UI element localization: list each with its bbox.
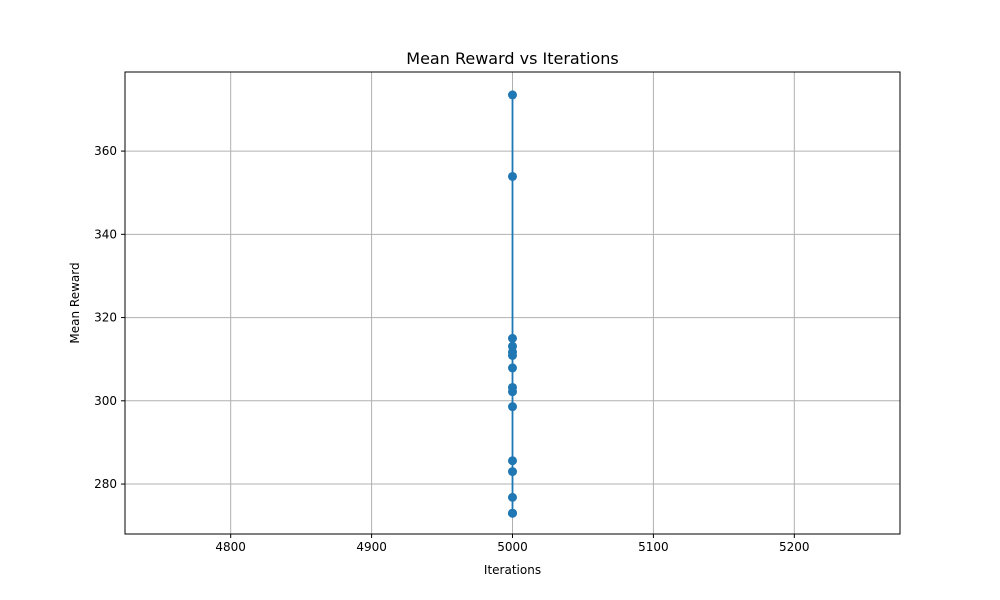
data-point [508, 456, 517, 466]
data-point [508, 467, 517, 477]
data-point [508, 341, 517, 351]
x-axis-label: Iterations [484, 563, 541, 577]
y-tick-label: 300 [94, 394, 117, 408]
y-axis-label: Mean Reward [68, 262, 82, 343]
x-tick-label: 5000 [497, 540, 528, 554]
x-tick-label: 5100 [638, 540, 669, 554]
data-point [508, 508, 517, 518]
x-axis-ticks: 4800 4900 5000 5100 5200 [215, 534, 810, 554]
y-tick-label: 280 [94, 477, 117, 491]
x-tick-label: 4900 [356, 540, 387, 554]
data-point [508, 363, 517, 373]
x-tick-label: 5200 [779, 540, 810, 554]
y-tick-label: 360 [94, 144, 117, 158]
y-axis-ticks: 280 300 320 340 360 [94, 144, 125, 491]
data-point [508, 402, 517, 412]
data-point [508, 333, 517, 343]
x-tick-label: 4800 [215, 540, 246, 554]
data-point [508, 171, 517, 181]
chart-title: Mean Reward vs Iterations [406, 49, 618, 68]
data-point [508, 382, 517, 392]
y-tick-label: 340 [94, 227, 117, 241]
y-tick-label: 320 [94, 311, 117, 325]
data-point [508, 90, 517, 100]
series-layer [508, 90, 517, 518]
data-point [508, 492, 517, 502]
